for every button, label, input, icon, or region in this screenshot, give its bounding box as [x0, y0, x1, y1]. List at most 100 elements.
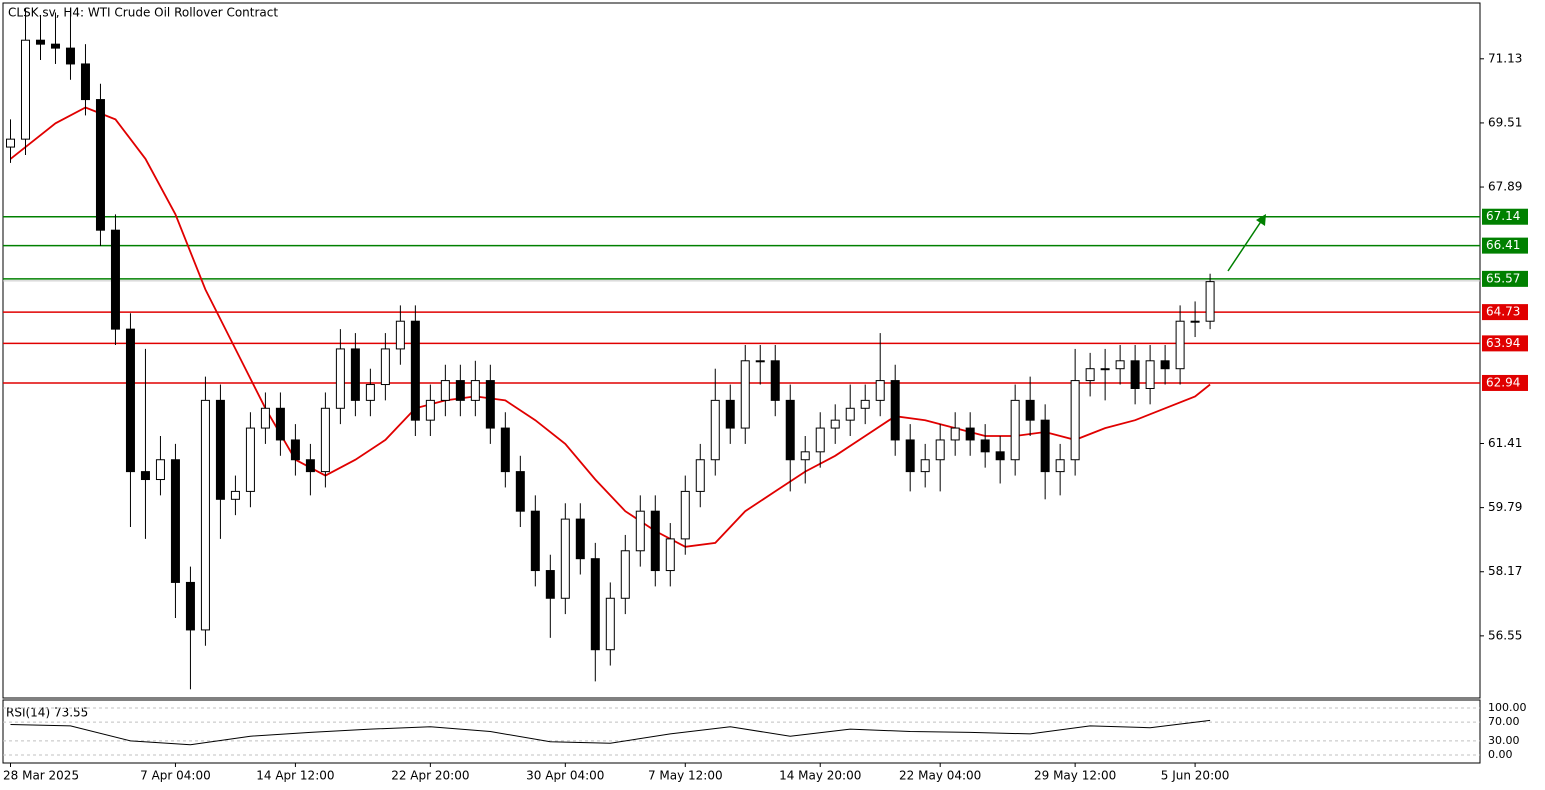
y-tick-label: 56.55 — [1488, 628, 1522, 642]
candle-body — [1040, 419, 1050, 473]
level-label: 62.94 — [1486, 375, 1520, 389]
candle-body — [1115, 360, 1125, 370]
y-tick-label: 69.51 — [1488, 115, 1522, 129]
candle-body — [80, 63, 90, 101]
candle-body — [125, 328, 135, 473]
candle-body — [485, 380, 495, 429]
candle-body — [1070, 380, 1080, 461]
candle-body — [275, 407, 285, 441]
candle-body — [215, 399, 225, 500]
rsi-frame — [2, 699, 1481, 764]
candle-body — [1190, 320, 1200, 323]
candle-body — [950, 427, 960, 441]
candle-body — [530, 510, 540, 572]
candle-body — [665, 538, 675, 572]
candle-body — [365, 384, 375, 401]
candle-body — [620, 550, 630, 599]
x-tick-label: 28 Mar 2025 — [3, 769, 79, 783]
chart-title: CLSK.sv, H4: WTI Crude Oil Rollover Cont… — [8, 6, 278, 20]
candle-body — [995, 451, 1005, 461]
candle-body — [935, 439, 945, 461]
candle-body — [470, 380, 480, 401]
candle-body — [815, 427, 825, 453]
level-label: 64.73 — [1486, 305, 1520, 319]
candle-body — [1085, 368, 1095, 382]
candle-body — [95, 99, 105, 231]
candle-body — [230, 490, 240, 500]
candle-body — [635, 510, 645, 552]
candle-body — [650, 510, 660, 572]
plot-frame — [2, 2, 1481, 699]
x-tick-label: 30 Apr 04:00 — [526, 769, 604, 783]
candle-body — [260, 407, 270, 429]
candle-body — [110, 229, 120, 330]
candle-body — [875, 380, 885, 401]
x-tick-label: 7 May 12:00 — [648, 769, 723, 783]
candle-body — [1100, 368, 1110, 371]
candle-body — [770, 360, 780, 401]
candle-body — [5, 138, 15, 148]
moving-average — [9, 106, 1211, 548]
candle-body — [455, 380, 465, 401]
trend-arrow — [1227, 214, 1266, 272]
x-tick-label: 14 Apr 12:00 — [256, 769, 334, 783]
candle-body — [590, 558, 600, 651]
candle-body — [425, 399, 435, 421]
rsi-tick-label: 70.00 — [1488, 715, 1520, 728]
candle-body — [905, 439, 915, 473]
candle-body — [545, 570, 555, 599]
candle-body — [830, 419, 840, 429]
candle-body — [500, 427, 510, 473]
level-label-box — [1482, 237, 1528, 254]
candle-body — [725, 399, 735, 429]
candle-body — [320, 407, 330, 473]
candle-body — [1205, 281, 1215, 322]
level-label-box — [1482, 335, 1528, 352]
candle-body — [965, 427, 975, 441]
level-label-box — [1482, 270, 1528, 287]
x-tick-label: 22 Apr 20:00 — [391, 769, 469, 783]
level-label-box — [1482, 304, 1528, 321]
candle-body — [410, 320, 420, 421]
candle-body — [50, 43, 60, 49]
candle-body — [920, 459, 930, 473]
candle-body — [1175, 320, 1185, 370]
candle-body — [800, 451, 810, 461]
y-tick-label: 58.17 — [1488, 564, 1522, 578]
level-label: 67.14 — [1486, 209, 1520, 223]
candle-body — [785, 399, 795, 461]
candle-body — [20, 39, 30, 140]
rsi-tick-label: 0.00 — [1488, 748, 1513, 761]
level-label: 66.41 — [1486, 238, 1520, 252]
candle-body — [1145, 360, 1155, 389]
candle-body — [710, 399, 720, 461]
candle-body — [860, 399, 870, 409]
level-label: 63.94 — [1486, 336, 1520, 350]
candle-body — [350, 348, 360, 401]
candle-body — [140, 471, 150, 481]
y-tick-label: 61.41 — [1488, 436, 1522, 450]
candle-body — [1130, 360, 1140, 389]
rsi-line — [10, 719, 1211, 746]
candle-body — [380, 348, 390, 386]
candle-body — [740, 360, 750, 429]
candle-body — [35, 39, 45, 45]
y-tick-label: 59.79 — [1488, 500, 1522, 514]
x-tick-label: 7 Apr 04:00 — [140, 769, 211, 783]
candle-body — [845, 407, 855, 421]
candle-body — [155, 459, 165, 481]
level-label-box — [1482, 208, 1528, 225]
candle-body — [1010, 399, 1020, 461]
y-tick-label: 67.89 — [1488, 180, 1522, 194]
x-tick-label: 5 Jun 20:00 — [1161, 769, 1230, 783]
candle-body — [1055, 459, 1065, 473]
x-tick-label: 14 May 20:00 — [779, 769, 861, 783]
candle-body — [755, 360, 765, 363]
rsi-title: RSI(14) 73.55 — [6, 706, 88, 720]
candle-body — [200, 399, 210, 631]
x-tick-label: 29 May 12:00 — [1034, 769, 1116, 783]
candle-body — [695, 459, 705, 492]
candle-body — [1160, 360, 1170, 370]
candle-body — [335, 348, 345, 409]
